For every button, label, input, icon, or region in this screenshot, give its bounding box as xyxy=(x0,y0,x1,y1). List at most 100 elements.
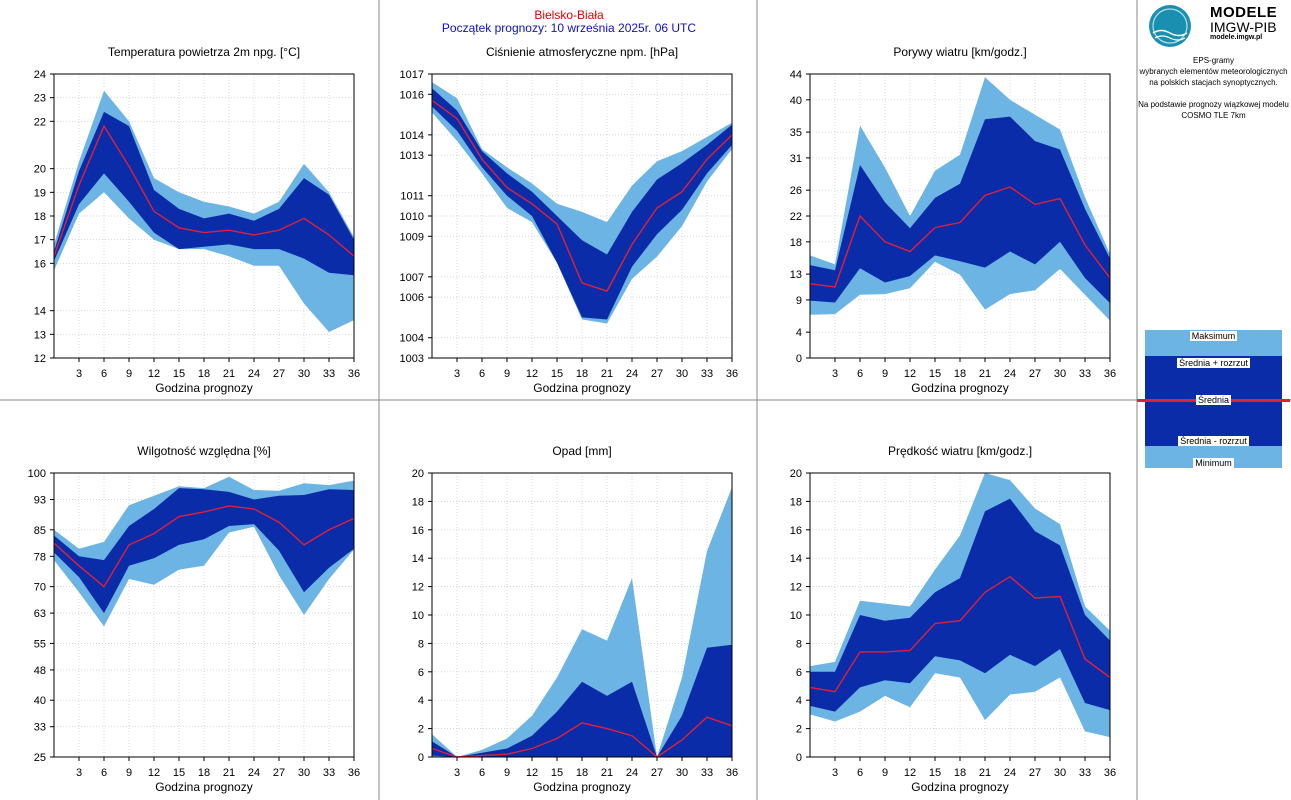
mean-line xyxy=(809,186,1111,288)
x-tick-label: 3 xyxy=(832,767,838,779)
x-tick-label: 24 xyxy=(1004,767,1016,779)
legend-min-label: Minimum xyxy=(1193,458,1234,468)
x-axis-label: Godzina prognozy xyxy=(155,780,252,794)
legend-outer-bottom xyxy=(1145,446,1282,468)
y-tick-label: 40 xyxy=(790,95,802,107)
mean-line xyxy=(431,99,733,292)
y-tick-label: 1004 xyxy=(400,333,424,345)
mean-line xyxy=(431,716,733,758)
y-tick-label: 18 xyxy=(34,211,46,223)
y-tick-label: 10 xyxy=(412,610,424,622)
x-tick-label: 18 xyxy=(198,368,210,380)
y-tick-label: 12 xyxy=(790,582,802,594)
y-tick-label: 2 xyxy=(418,724,424,736)
y-tick-label: 0 xyxy=(796,353,802,365)
x-tick-label: 24 xyxy=(626,368,638,380)
x-tick-label: 33 xyxy=(1079,767,1091,779)
x-tick-label: 33 xyxy=(323,767,335,779)
x-tick-label: 36 xyxy=(1104,368,1116,380)
y-tick-label: 13 xyxy=(790,269,802,281)
x-tick-label: 15 xyxy=(551,767,563,779)
y-tick-label: 1016 xyxy=(400,89,424,101)
y-tick-label: 14 xyxy=(790,553,802,565)
forecast-start: Początek prognozy: 10 września 2025r. 06… xyxy=(441,21,697,35)
x-axis-label: Godzina prognozy xyxy=(155,381,252,395)
y-tick-label: 13 xyxy=(34,329,46,341)
brand-url: modele.imgw.pl xyxy=(1210,34,1263,41)
x-tick-label: 6 xyxy=(101,368,107,380)
mean-line xyxy=(809,575,1111,693)
y-tick-label: 48 xyxy=(34,665,46,677)
x-tick-label: 6 xyxy=(479,767,485,779)
x-tick-label: 6 xyxy=(857,368,863,380)
y-tick-label: 24 xyxy=(34,69,46,81)
x-tick-label: 15 xyxy=(173,368,185,380)
y-tick-label: 8 xyxy=(418,638,424,650)
y-tick-label: 1010 xyxy=(400,211,424,223)
description-line: EPS-gramy xyxy=(1193,56,1234,65)
chart-2: 1003 1004 1006 1007 1009 1010 1011 1013 1014 1016… xyxy=(400,45,739,395)
y-tick-label: 18 xyxy=(790,496,802,508)
x-tick-label: 33 xyxy=(701,368,713,380)
description-line: na polskich stacjach synoptycznych. xyxy=(1149,78,1278,87)
x-tick-label: 21 xyxy=(601,767,613,779)
band-mean-spread xyxy=(432,88,732,320)
x-tick-label: 33 xyxy=(1079,368,1091,380)
x-tick-label: 24 xyxy=(1004,368,1016,380)
y-tick-label: 0 xyxy=(796,752,802,764)
y-tick-label: 100 xyxy=(28,468,46,480)
x-tick-label: 3 xyxy=(76,368,82,380)
y-tick-label: 1003 xyxy=(400,353,424,365)
y-tick-label: 20 xyxy=(790,468,802,480)
x-tick-label: 30 xyxy=(1054,368,1066,380)
y-tick-label: 20 xyxy=(412,468,424,480)
y-tick-label: 40 xyxy=(34,695,46,707)
mean-line xyxy=(53,505,355,588)
y-tick-label: 18 xyxy=(790,237,802,249)
model-basis-line: COSMO TLE 7km xyxy=(1181,111,1246,120)
x-tick-label: 12 xyxy=(148,368,160,380)
x-tick-label: 21 xyxy=(223,767,235,779)
y-tick-label: 12 xyxy=(412,582,424,594)
x-tick-label: 18 xyxy=(576,368,588,380)
y-tick-label: 6 xyxy=(796,667,802,679)
x-axis-label: Godzina prognozy xyxy=(533,780,630,794)
y-tick-label: 2 xyxy=(796,724,802,736)
x-tick-label: 21 xyxy=(979,767,991,779)
y-tick-label: 26 xyxy=(790,185,802,197)
y-tick-label: 1009 xyxy=(400,231,424,243)
x-tick-label: 27 xyxy=(1029,767,1041,779)
x-tick-label: 12 xyxy=(148,767,160,779)
x-tick-label: 30 xyxy=(676,368,688,380)
legend-mean-minus-label: Średnia - rozrzut xyxy=(1178,436,1249,446)
description: EPS-gramy wybranych elementów meteorolog… xyxy=(1136,55,1291,88)
x-tick-label: 3 xyxy=(454,368,460,380)
model-basis-line: Na podstawie prognozy wiązkowej modelu xyxy=(1138,100,1289,109)
x-tick-label: 36 xyxy=(726,368,738,380)
x-tick-label: 33 xyxy=(323,368,335,380)
chart-title: Prędkość wiatru [km/godz.] xyxy=(888,444,1032,458)
x-tick-label: 18 xyxy=(198,767,210,779)
x-tick-label: 9 xyxy=(882,767,888,779)
chart-title: Wilgotność względna [%] xyxy=(137,444,270,458)
legend-mean-label: Średnia xyxy=(1195,395,1232,405)
brand-org: IMGW-PIB xyxy=(1210,19,1277,35)
model-basis: Na podstawie prognozy wiązkowej modelu C… xyxy=(1136,99,1291,121)
x-tick-label: 9 xyxy=(504,767,510,779)
y-tick-label: 9 xyxy=(796,295,802,307)
x-tick-label: 3 xyxy=(454,767,460,779)
y-tick-label: 1011 xyxy=(400,191,424,203)
chart-title: Temperatura powietrza 2m npg. [°C] xyxy=(108,45,300,59)
x-tick-label: 36 xyxy=(348,767,360,779)
chart-title: Opad [mm] xyxy=(552,444,611,458)
x-tick-label: 18 xyxy=(954,767,966,779)
y-tick-label: 1007 xyxy=(400,272,424,284)
x-tick-label: 12 xyxy=(904,368,916,380)
x-tick-label: 21 xyxy=(979,368,991,380)
y-tick-label: 78 xyxy=(34,551,46,563)
legend: Maksimum Średnia + rozrzut Średnia Średn… xyxy=(1137,330,1290,468)
y-tick-label: 23 xyxy=(34,93,46,105)
x-tick-label: 15 xyxy=(929,767,941,779)
